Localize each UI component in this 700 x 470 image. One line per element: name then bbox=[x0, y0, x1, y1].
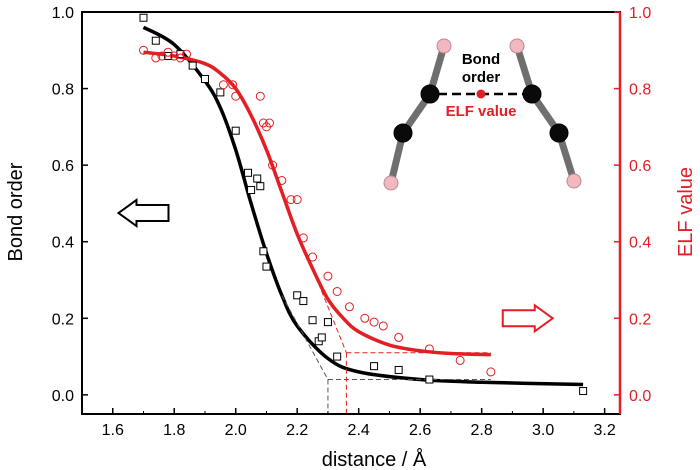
guide-dashed-line bbox=[281, 295, 329, 380]
atom-carbon bbox=[420, 84, 440, 104]
left-tick-label: 0.4 bbox=[52, 235, 74, 252]
left-tick-label: 0.8 bbox=[52, 82, 74, 99]
axis-indicator-arrows bbox=[116, 198, 555, 334]
data-points bbox=[138, 13, 588, 396]
left-tick-label: 1.0 bbox=[52, 5, 74, 22]
right-tick-label: 1.0 bbox=[629, 5, 651, 22]
x-axis-title: distance / Å bbox=[322, 448, 427, 470]
left-tick-label: 0.2 bbox=[52, 311, 74, 328]
right-tick-label: 0.2 bbox=[629, 311, 651, 328]
elf-point bbox=[455, 355, 465, 365]
left-axis-ticks: 0.0 0.2 0.4 0.6 0.8 1.0 bbox=[52, 5, 88, 405]
bond-order-point bbox=[231, 126, 240, 135]
right-tick-label: 0.6 bbox=[629, 158, 651, 175]
x-tick-label: 3.0 bbox=[532, 422, 554, 439]
bond-order-fit-line bbox=[142, 25, 584, 387]
elf-point bbox=[182, 49, 192, 59]
bond-order-point bbox=[216, 88, 225, 97]
bond-order-point bbox=[139, 13, 148, 22]
elf-point bbox=[292, 195, 302, 205]
elf-point bbox=[138, 45, 148, 55]
x-tick-label: 2.6 bbox=[409, 422, 431, 439]
bond-order-point bbox=[579, 387, 588, 396]
bond-order-point bbox=[333, 352, 342, 361]
bond-order-point bbox=[317, 333, 326, 342]
bond-order-point bbox=[244, 168, 253, 177]
guide-dashed-line bbox=[312, 268, 347, 353]
bond-order-point bbox=[247, 186, 256, 195]
bond-order-point bbox=[262, 262, 271, 271]
atom-hydrogen bbox=[566, 173, 582, 189]
guide-lines bbox=[281, 268, 491, 414]
right-tick-label: 0.4 bbox=[629, 235, 651, 252]
x-tick-label: 3.2 bbox=[594, 422, 616, 439]
elf-fit-line bbox=[143, 50, 491, 357]
atom-hydrogen bbox=[509, 38, 525, 54]
elf-point bbox=[308, 252, 318, 262]
bond-order-point bbox=[308, 316, 317, 325]
left-tick-label: 0.6 bbox=[52, 158, 74, 175]
bond-order-point bbox=[370, 362, 379, 371]
bond-order-point bbox=[394, 365, 403, 374]
elf-point bbox=[151, 53, 161, 63]
x-tick-label: 2.0 bbox=[225, 422, 247, 439]
elf-point bbox=[277, 175, 287, 185]
x-axis-ticks: 1.6 1.8 2.0 2.2 2.4 2.6 2.8 3.0 3.2 bbox=[81, 408, 616, 439]
bond-midpoint-dot bbox=[476, 89, 486, 99]
elf-point bbox=[255, 91, 265, 101]
elf-point bbox=[228, 80, 238, 90]
bond-order-point bbox=[253, 174, 262, 183]
right-axis-title: ELF value bbox=[675, 167, 697, 257]
x-tick-label: 2.4 bbox=[348, 422, 370, 439]
elf-point bbox=[265, 118, 275, 128]
bond-order-point bbox=[188, 61, 197, 70]
elf-point bbox=[268, 160, 278, 170]
elf-point bbox=[424, 344, 434, 354]
elf-point bbox=[360, 313, 370, 323]
right-tick-label: 0.8 bbox=[629, 82, 651, 99]
bond-order-point bbox=[151, 36, 160, 45]
elf-point bbox=[369, 317, 379, 327]
x-tick-label: 1.8 bbox=[163, 422, 185, 439]
atom-carbon bbox=[522, 84, 542, 104]
atom-carbon bbox=[549, 123, 569, 143]
left-axis-title: Bond order bbox=[5, 162, 27, 261]
right-tick-label: 0.0 bbox=[629, 388, 651, 405]
atom-hydrogen bbox=[436, 38, 452, 54]
x-tick-label: 2.8 bbox=[471, 422, 493, 439]
elf-point bbox=[218, 80, 228, 90]
bond-order-point bbox=[259, 247, 268, 256]
elf-point bbox=[323, 271, 333, 281]
inset-molecule-diagram: Bond order ELF value bbox=[383, 38, 582, 191]
bond-order-point bbox=[425, 375, 434, 384]
inset-label-elf: ELF value bbox=[446, 103, 517, 120]
left-tick-label: 0.0 bbox=[52, 388, 74, 405]
elf-point bbox=[378, 321, 388, 331]
right-axis-ticks: 0.0 0.2 0.4 0.6 0.8 1.0 bbox=[614, 5, 651, 405]
bond-order-point bbox=[256, 182, 265, 191]
bond-order-point bbox=[299, 297, 308, 306]
inset-label-bond: Bond bbox=[462, 51, 500, 68]
elf-point bbox=[394, 332, 404, 342]
elf-point bbox=[231, 91, 241, 101]
atom-hydrogen bbox=[383, 175, 399, 191]
right-arrow-icon bbox=[501, 303, 555, 334]
elf-point bbox=[298, 233, 308, 243]
inset-label-order: order bbox=[462, 69, 501, 86]
elf-point bbox=[344, 302, 354, 312]
x-tick-label: 2.2 bbox=[286, 422, 308, 439]
elf-point bbox=[332, 286, 342, 296]
bond-order-point bbox=[200, 75, 209, 83]
bond-order-point bbox=[293, 291, 302, 300]
bond-order-point bbox=[323, 318, 332, 327]
elf-point bbox=[169, 51, 179, 61]
left-arrow-icon bbox=[116, 198, 170, 228]
elf-point bbox=[286, 195, 296, 205]
x-tick-label: 1.6 bbox=[102, 422, 124, 439]
fit-curves bbox=[142, 25, 584, 387]
elf-point bbox=[486, 367, 496, 377]
atom-carbon bbox=[393, 123, 413, 143]
